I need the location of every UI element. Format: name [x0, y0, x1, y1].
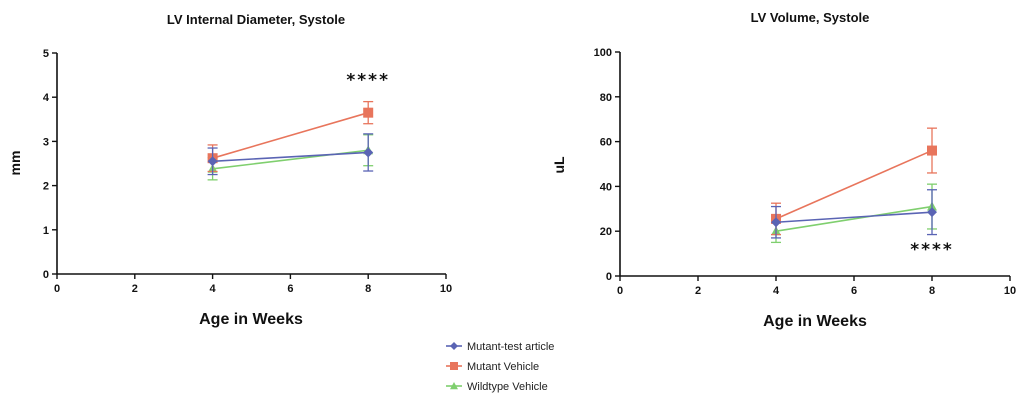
data-point	[363, 107, 374, 118]
x-tick-label: 4	[210, 283, 217, 295]
y-tick-label: 60	[600, 137, 612, 149]
y-tick-label: 100	[594, 47, 612, 59]
chart-title: LV Volume, Systole	[751, 10, 870, 25]
significance-annotation: ****	[346, 71, 390, 91]
data-point	[363, 147, 374, 158]
y-axis-label: uL	[551, 156, 567, 174]
legend-marker-shape	[450, 362, 458, 370]
legend-label: Wildtype Vehicle	[467, 381, 548, 393]
y-axis-label: mm	[7, 151, 23, 176]
legend-label: Mutant Vehicle	[467, 361, 539, 373]
chart-lv-internal-diameter: LV Internal Diameter, Systole mm Age in …	[7, 12, 452, 328]
x-tick-label: 6	[287, 283, 293, 295]
legend-item: Wildtype Vehicle	[446, 381, 548, 393]
x-tick-label: 0	[54, 283, 60, 295]
y-tick-label: 4	[43, 92, 50, 104]
x-tick-label: 2	[132, 283, 138, 295]
legend-item: Mutant Vehicle	[446, 361, 539, 373]
legend-marker-mutant-test-article	[446, 342, 462, 350]
x-axis-label: Age in Weeks	[763, 313, 867, 330]
data-point	[927, 145, 937, 156]
x-tick-label: 6	[851, 285, 857, 297]
x-tick-label: 4	[773, 285, 780, 297]
legend-marker-wildtype-vehicle	[446, 382, 462, 390]
y-tick-label: 0	[606, 271, 612, 283]
legend: Mutant-test article Mutant Vehicle Wildt…	[446, 341, 554, 393]
data-point	[207, 156, 218, 167]
x-tick-label: 10	[440, 283, 452, 295]
series-line	[775, 149, 933, 220]
series-line	[775, 211, 933, 224]
legend-marker-shape	[450, 342, 458, 350]
x-tick-label: 8	[929, 285, 935, 297]
significance-annotation: ****	[910, 240, 954, 260]
series-line	[212, 111, 369, 159]
y-tick-label: 3	[43, 136, 49, 148]
legend-item: Mutant-test article	[446, 341, 554, 353]
y-tick-label: 0	[43, 269, 49, 281]
legend-label: Mutant-test article	[467, 341, 554, 353]
x-tick-label: 10	[1004, 285, 1016, 297]
y-tick-label: 5	[43, 48, 49, 60]
data-point	[771, 217, 781, 228]
y-tick-label: 20	[600, 226, 612, 238]
legend-marker-shape	[450, 382, 458, 390]
series-line	[212, 151, 369, 163]
data-point	[927, 207, 937, 218]
series-line	[775, 205, 933, 232]
x-axis-label: Age in Weeks	[199, 311, 303, 328]
y-tick-label: 40	[600, 181, 612, 193]
series-mutant-test-article	[771, 189, 937, 239]
legend-marker-mutant-vehicle	[446, 362, 462, 370]
y-tick-label: 2	[43, 181, 49, 193]
chart-lv-volume: LV Volume, Systole uL Age in Weeks **** …	[551, 10, 1016, 330]
series-mutant-vehicle	[207, 100, 374, 173]
x-tick-label: 0	[617, 285, 623, 297]
y-tick-label: 80	[600, 92, 612, 104]
chart-title: LV Internal Diameter, Systole	[167, 12, 345, 27]
y-tick-label: 1	[43, 225, 49, 237]
x-tick-label: 2	[695, 285, 701, 297]
x-tick-label: 8	[365, 283, 371, 295]
series-mutant-test-article	[207, 133, 374, 176]
